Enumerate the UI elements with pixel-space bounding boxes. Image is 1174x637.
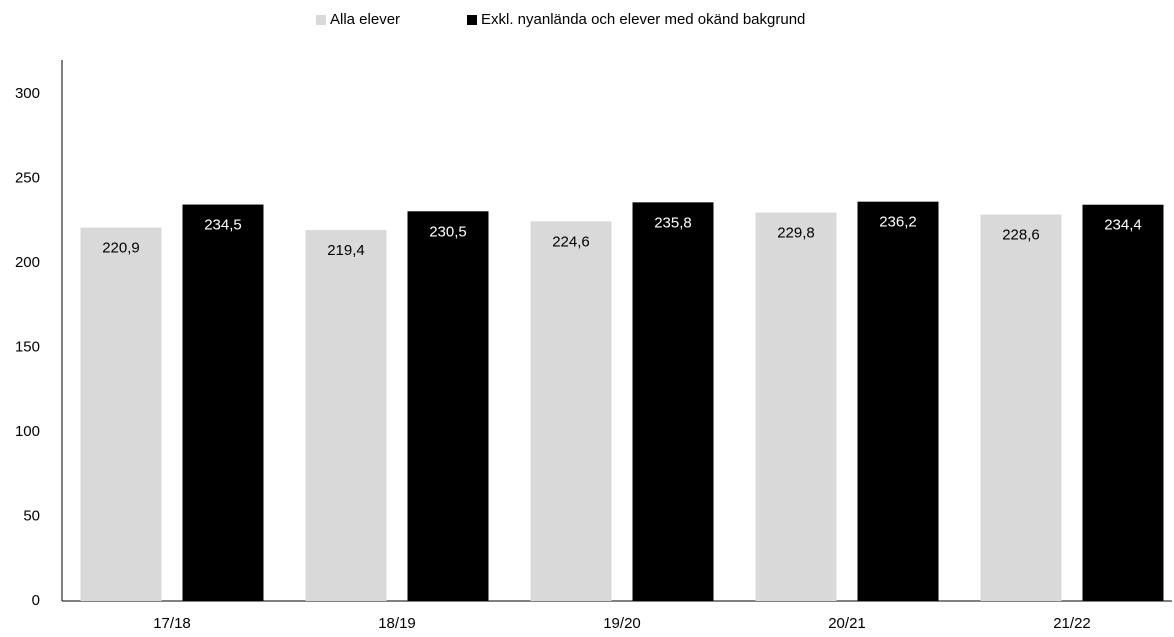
legend-label: Exkl. nyanlända och elever med okänd bak… [481,11,805,28]
legend-label: Alla elever [330,11,400,28]
x-tick-label: 18/19 [378,615,416,632]
y-tick-label: 50 [23,507,40,524]
data-label: 224,6 [552,233,590,250]
y-tick-label: 0 [32,592,40,609]
y-tick-label: 100 [15,423,40,440]
bar [530,221,612,601]
x-tick-label: 17/18 [153,615,191,632]
bar [182,204,264,601]
data-label: 235,8 [654,214,692,231]
data-label: 236,2 [879,214,917,231]
data-label: 229,8 [777,224,815,241]
x-tick-label: 21/22 [1053,615,1091,632]
y-tick-label: 150 [15,338,40,355]
x-tick-label: 19/20 [603,615,641,632]
y-tick-label: 250 [15,169,40,186]
data-label: 230,5 [429,223,467,240]
bar [305,230,387,601]
data-label: 220,9 [102,240,140,257]
bar [1082,204,1164,601]
x-tick-label: 20/21 [828,615,866,632]
legend-swatch [316,15,326,25]
data-label: 234,4 [1104,217,1142,234]
data-label: 219,4 [327,242,365,259]
bar [407,211,489,601]
bar [632,202,714,601]
y-tick-label: 200 [15,254,40,271]
data-label: 228,6 [1002,226,1040,243]
bar [980,214,1062,601]
y-tick-label: 300 [15,85,40,102]
bar [755,212,837,601]
data-label: 234,5 [204,217,242,234]
bar [857,201,939,601]
legend-swatch [467,15,477,25]
bar [80,227,162,601]
